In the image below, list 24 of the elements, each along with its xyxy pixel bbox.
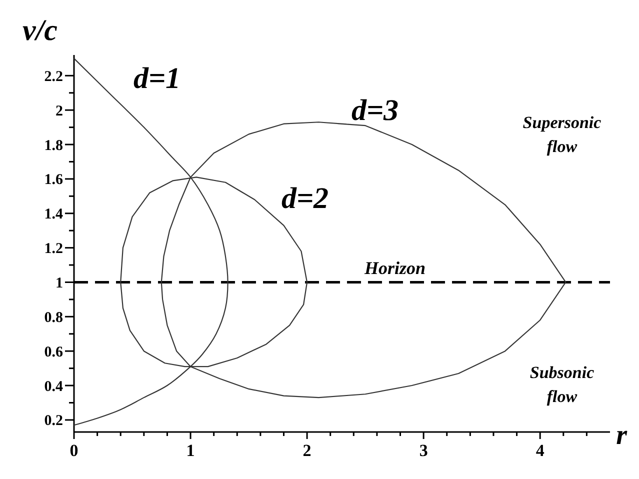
x-tick-label: 4 [536,441,545,460]
annotation: Subsonic flow [530,363,595,406]
x-tick-label: 3 [419,441,428,460]
x-tick-label: 1 [186,441,195,460]
y-tick-label: 1.6 [44,172,64,188]
y-tick-label: 2.2 [44,68,63,85]
ref-line-label: Horizon [363,258,426,278]
x-axis-title: r [616,420,628,451]
y-tick-label: 0.6 [44,344,64,360]
y-tick-label: 1.2 [44,241,63,258]
y-tick-label: 2 [56,103,63,120]
y-tick-label: 1 [56,275,63,292]
annotation: Supersonic flow [522,113,602,156]
x-tick-label: 0 [70,441,78,460]
series-label: d=3 [351,94,399,127]
y-tick-label: 0.8 [44,310,63,326]
series-label: d=1 [133,62,181,95]
y-tick-label: 0.4 [44,378,64,395]
y-axis-title: v/c [22,14,58,47]
x-tick-label: 2 [302,441,312,460]
y-tick-label: 1.8 [44,138,63,154]
y-tick-label: 1.4 [44,206,64,223]
y-tick-label: 0.2 [44,413,63,430]
series-label: d=2 [281,182,329,215]
